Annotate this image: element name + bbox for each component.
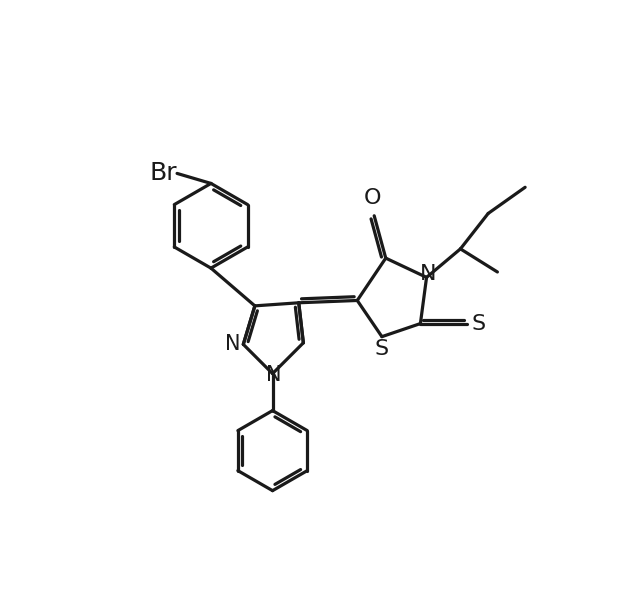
Text: S: S xyxy=(375,339,389,359)
Text: S: S xyxy=(472,313,486,334)
Text: N: N xyxy=(225,334,240,354)
Text: O: O xyxy=(364,188,381,208)
Text: Br: Br xyxy=(149,161,177,185)
Text: N: N xyxy=(266,365,282,385)
Text: N: N xyxy=(420,265,436,284)
